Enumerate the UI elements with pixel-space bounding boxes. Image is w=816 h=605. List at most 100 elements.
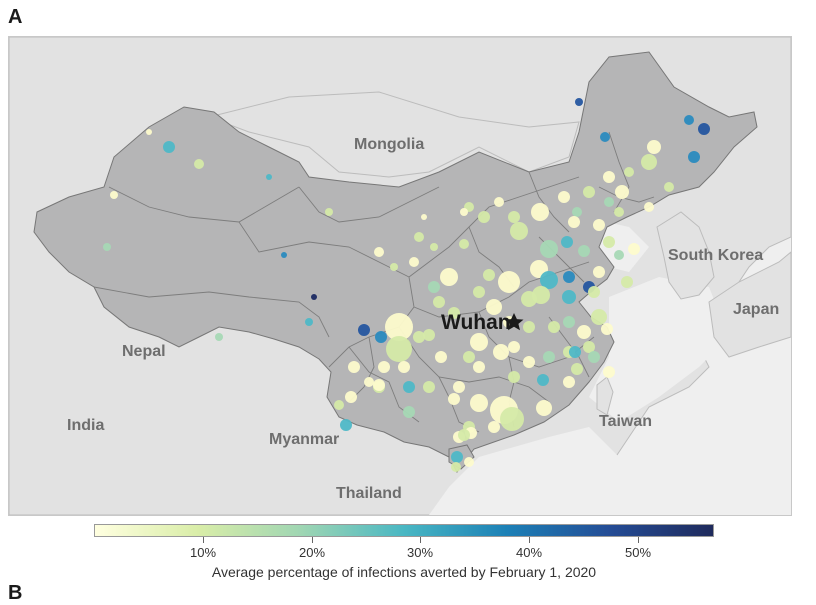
prefecture-marker [305, 318, 313, 326]
prefecture-marker [374, 247, 384, 257]
prefecture-marker [558, 191, 570, 203]
prefecture-marker [644, 202, 654, 212]
prefecture-marker [470, 333, 488, 351]
star-icon [504, 313, 524, 331]
prefecture-markers [103, 98, 710, 472]
prefecture-marker [494, 197, 504, 207]
country-label-taiwan: Taiwan [599, 413, 652, 430]
prefecture-marker [325, 208, 333, 216]
prefecture-marker [340, 419, 352, 431]
prefecture-marker [498, 271, 520, 293]
country-label-south-korea: South Korea [668, 247, 763, 264]
prefecture-marker [575, 98, 583, 106]
prefecture-marker [470, 394, 488, 412]
legend-tick-label: 10% [189, 545, 217, 560]
prefecture-marker [428, 281, 440, 293]
prefecture-marker [510, 222, 528, 240]
prefecture-marker [641, 154, 657, 170]
panel-label: A [8, 6, 23, 28]
prefecture-marker [588, 286, 600, 298]
prefecture-marker [588, 351, 600, 363]
prefecture-marker [364, 377, 374, 387]
prefecture-marker [358, 324, 370, 336]
prefecture-marker [540, 240, 558, 258]
prefecture-marker [386, 336, 412, 362]
prefecture-marker [523, 356, 535, 368]
legend-tick [420, 537, 421, 543]
prefecture-marker [583, 186, 595, 198]
prefecture-marker [583, 341, 595, 353]
prefecture-marker [373, 379, 385, 391]
legend-tick [638, 537, 639, 543]
prefecture-marker [311, 294, 317, 300]
prefecture-marker [531, 203, 549, 221]
prefecture-marker [440, 268, 458, 286]
prefecture-marker [110, 191, 118, 199]
legend-tick [529, 537, 530, 543]
prefecture-marker [561, 236, 573, 248]
prefecture-marker [568, 216, 580, 228]
prefecture-marker [473, 286, 485, 298]
prefecture-marker [563, 316, 575, 328]
prefecture-marker [621, 276, 633, 288]
sea-area [589, 277, 729, 422]
prefecture-marker [146, 129, 152, 135]
prefecture-marker [540, 271, 558, 289]
prefecture-marker [378, 361, 390, 373]
prefecture-marker [578, 245, 590, 257]
prefecture-marker [473, 361, 485, 373]
prefecture-marker [543, 351, 555, 363]
prefecture-marker [521, 291, 537, 307]
panel-label-next: B [8, 582, 23, 604]
prefecture-marker [478, 211, 490, 223]
prefecture-marker [593, 219, 605, 231]
prefecture-marker [385, 313, 413, 341]
prefecture-marker [398, 361, 410, 373]
prefecture-marker [451, 462, 461, 472]
country-label-myanmar: Myanmar [269, 431, 339, 448]
legend-title: Average percentage of infections averted… [211, 564, 597, 580]
prefecture-marker [615, 185, 629, 199]
prefecture-marker [500, 407, 524, 431]
country-label-japan: Japan [733, 301, 779, 318]
taiwan-land [596, 376, 614, 416]
country-label-mongolia: Mongolia [354, 136, 424, 153]
prefecture-marker [266, 174, 272, 180]
prefecture-marker [698, 123, 710, 135]
country-label-nepal: Nepal [122, 343, 166, 360]
prefecture-marker [593, 266, 605, 278]
legend-gradient-bar [94, 524, 714, 537]
prefecture-marker [414, 232, 424, 242]
prefecture-marker [464, 457, 474, 467]
prefecture-marker [591, 309, 607, 325]
japan-land [708, 251, 791, 358]
prefecture-marker [647, 140, 661, 154]
prefecture-marker [451, 451, 463, 463]
prefecture-marker [421, 214, 427, 220]
prefecture-marker [375, 331, 387, 343]
prefecture-marker [409, 257, 419, 267]
map-canvas: Mongolia South Korea Japan Nepal India M… [9, 37, 791, 515]
korea-land [656, 211, 715, 300]
prefecture-marker [448, 393, 460, 405]
prefecture-marker [163, 141, 175, 153]
prefecture-marker [569, 346, 581, 358]
legend-tick-label: 50% [624, 545, 652, 560]
legend-tick-label: 30% [406, 545, 434, 560]
prefecture-marker [215, 333, 223, 341]
prefecture-marker [334, 400, 344, 410]
legend-tick-label: 20% [298, 545, 326, 560]
prefecture-marker [460, 208, 468, 216]
prefecture-marker [614, 207, 624, 217]
legend-tick [203, 537, 204, 543]
prefecture-marker [572, 207, 582, 217]
prefecture-marker [413, 331, 425, 343]
prefecture-marker [430, 243, 438, 251]
prefecture-marker [459, 239, 469, 249]
prefecture-marker [488, 421, 500, 433]
prefecture-marker [624, 167, 634, 177]
prefecture-marker [577, 325, 591, 339]
prefecture-marker [614, 250, 624, 260]
prefecture-marker [435, 351, 447, 363]
prefecture-marker [423, 381, 435, 393]
